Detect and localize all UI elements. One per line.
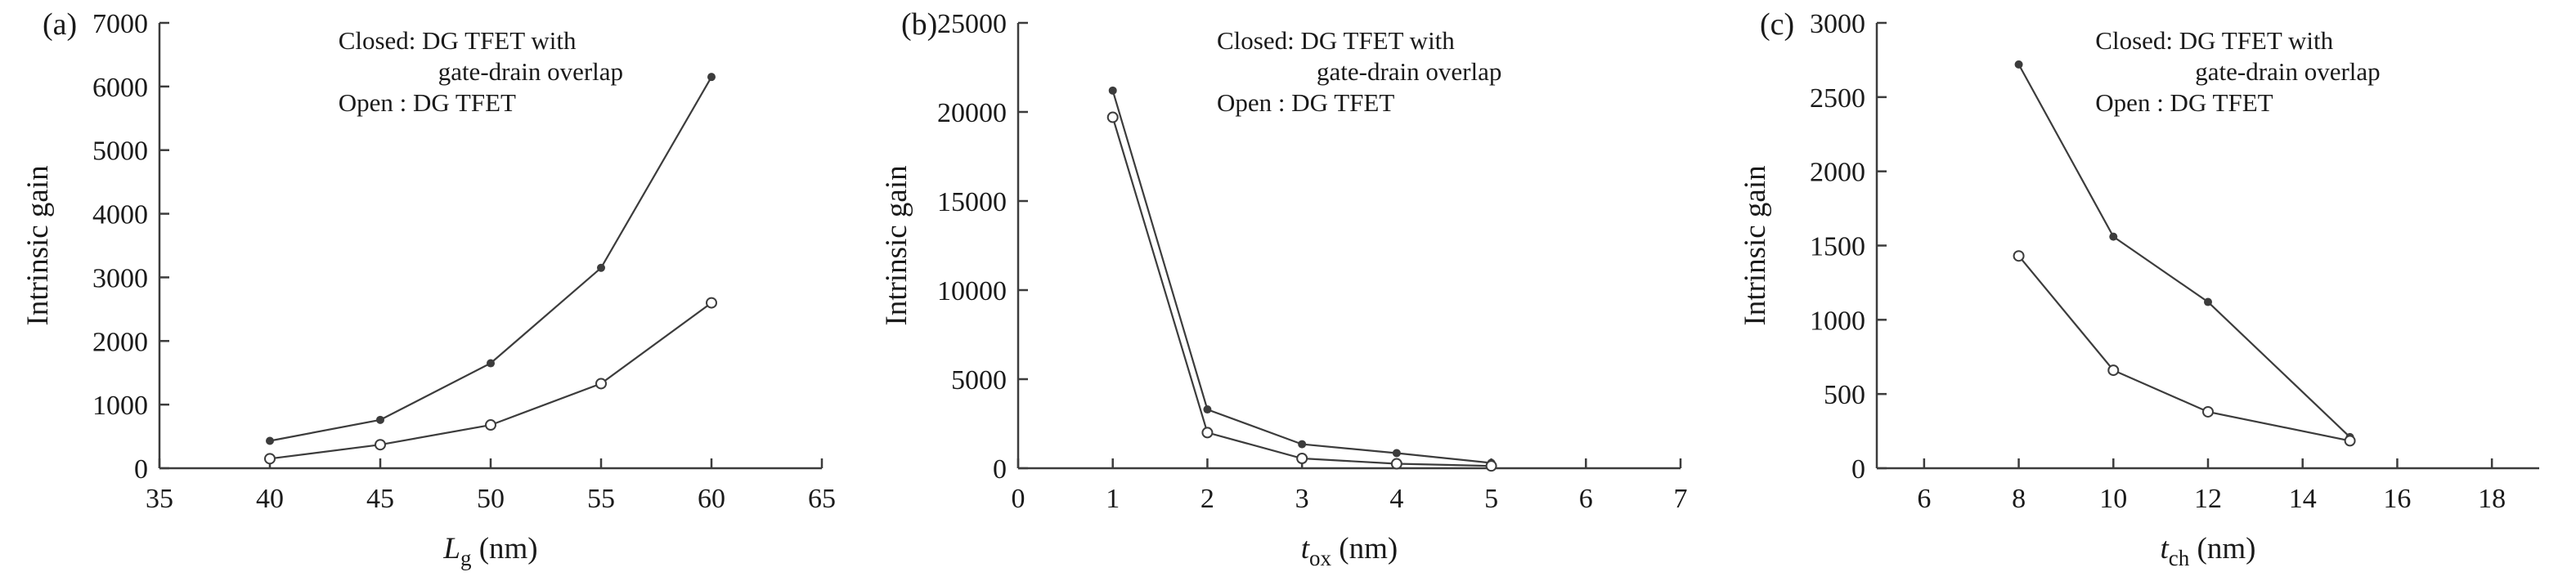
svg-text:40: 40 — [256, 484, 284, 514]
svg-text:3000: 3000 — [92, 263, 148, 293]
svg-text:20000: 20000 — [937, 98, 1007, 128]
svg-text:Lg (nm): Lg (nm) — [442, 532, 537, 570]
svg-text:Intrinsic gain: Intrinsic gain — [21, 165, 55, 325]
svg-text:2000: 2000 — [1810, 158, 1865, 188]
svg-text:18: 18 — [2478, 484, 2506, 514]
svg-text:0: 0 — [993, 454, 1007, 485]
svg-text:Open : DG TFET: Open : DG TFET — [339, 88, 516, 117]
svg-text:45: 45 — [366, 484, 394, 514]
svg-text:tox (nm): tox (nm) — [1301, 532, 1398, 570]
chart-panel-a: (a) 35 40 45 50 55 60 65 0 1000 2000 3000 4000 5000 6… — [0, 0, 859, 581]
svg-text:3000: 3000 — [1810, 9, 1865, 39]
svg-text:tch (nm): tch (nm) — [2161, 532, 2256, 570]
svg-text:7: 7 — [1674, 484, 1688, 514]
svg-text:50: 50 — [477, 484, 505, 514]
svg-text:55: 55 — [587, 484, 615, 514]
svg-text:6000: 6000 — [92, 73, 148, 103]
svg-text:1: 1 — [1106, 484, 1120, 514]
svg-text:4: 4 — [1389, 484, 1403, 514]
svg-text:12: 12 — [2194, 484, 2222, 514]
svg-text:2500: 2500 — [1810, 83, 1865, 114]
chart-panel-b: (b) 0 1 2 3 4 5 6 7 0 5000 10000 15000 20000 25000 tox… — [859, 0, 1717, 581]
svg-text:Closed: DG TFET with: Closed: DG TFET with — [2095, 26, 2333, 55]
panel-label-c: (c) — [1760, 7, 1795, 42]
panel-label-b: (b) — [901, 7, 938, 42]
svg-text:Open : DG TFET: Open : DG TFET — [1217, 88, 1394, 117]
svg-text:500: 500 — [1824, 380, 1865, 410]
chart-svg-a: 35 40 45 50 55 60 65 0 1000 2000 3000 4000 5000 6000 7… — [21, 9, 836, 570]
svg-text:25000: 25000 — [937, 9, 1007, 39]
svg-text:65: 65 — [808, 484, 836, 514]
svg-text:4000: 4000 — [92, 200, 148, 230]
svg-text:10: 10 — [2099, 484, 2127, 514]
svg-text:2: 2 — [1200, 484, 1214, 514]
svg-text:5000: 5000 — [92, 136, 148, 167]
chart-svg-c: 6 8 10 12 14 16 18 0 500 1000 1500 2000 2500 3000 tch … — [1739, 9, 2539, 570]
svg-text:5000: 5000 — [951, 365, 1007, 396]
svg-text:10000: 10000 — [937, 276, 1007, 306]
chart-svg-b: 0 1 2 3 4 5 6 7 0 5000 10000 15000 20000 25000 tox (nm… — [880, 9, 1688, 570]
svg-text:1000: 1000 — [92, 391, 148, 421]
svg-text:gate-drain overlap: gate-drain overlap — [438, 57, 623, 86]
svg-text:35: 35 — [146, 484, 173, 514]
svg-text:gate-drain overlap: gate-drain overlap — [1317, 57, 1501, 86]
svg-text:5: 5 — [1484, 484, 1498, 514]
svg-text:60: 60 — [698, 484, 725, 514]
svg-text:16: 16 — [2383, 484, 2411, 514]
svg-text:8: 8 — [2012, 484, 2026, 514]
svg-text:6: 6 — [1917, 484, 1931, 514]
svg-text:14: 14 — [2289, 484, 2317, 514]
svg-text:3: 3 — [1295, 484, 1309, 514]
svg-text:Closed: DG TFET with: Closed: DG TFET with — [1217, 26, 1455, 55]
svg-text:1500: 1500 — [1810, 232, 1865, 262]
svg-text:6: 6 — [1579, 484, 1593, 514]
svg-text:0: 0 — [1851, 454, 1865, 485]
svg-text:0: 0 — [1012, 484, 1025, 514]
svg-text:0: 0 — [134, 454, 148, 485]
svg-text:1000: 1000 — [1810, 306, 1865, 336]
svg-text:Closed: DG TFET with: Closed: DG TFET with — [339, 26, 577, 55]
svg-text:gate-drain overlap: gate-drain overlap — [2195, 57, 2380, 86]
chart-panel-c: (c) 6 8 10 12 14 16 18 0 500 1000 1500 2000 2500 3000… — [1717, 0, 2576, 581]
svg-text:Open : DG TFET: Open : DG TFET — [2095, 88, 2273, 117]
svg-text:Intrinsic gain: Intrinsic gain — [1739, 165, 1772, 325]
panel-label-a: (a) — [43, 7, 78, 42]
svg-text:7000: 7000 — [92, 9, 148, 39]
svg-text:2000: 2000 — [92, 327, 148, 357]
svg-text:Intrinsic gain: Intrinsic gain — [880, 165, 913, 325]
svg-text:15000: 15000 — [937, 187, 1007, 217]
